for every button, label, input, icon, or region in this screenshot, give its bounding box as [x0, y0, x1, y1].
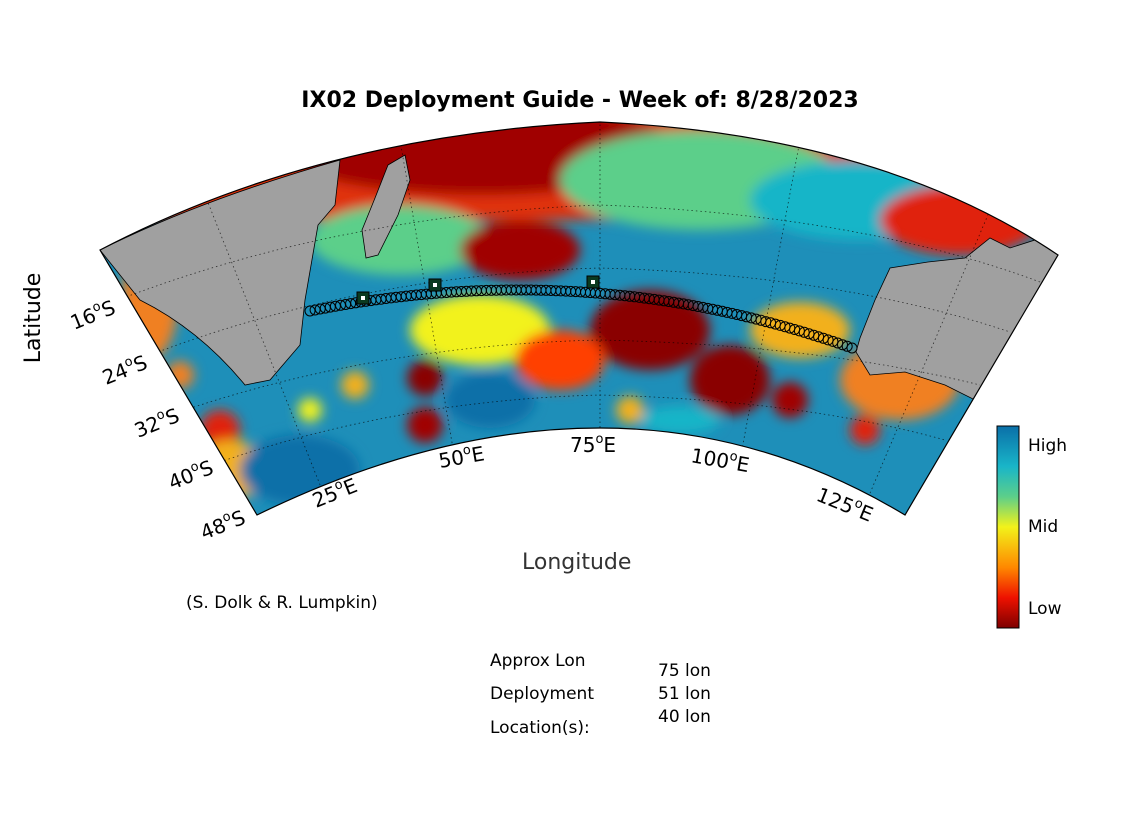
- transect-point: [841, 340, 853, 352]
- colorbar-mid-label: Mid: [1028, 517, 1059, 537]
- transect-point: [822, 334, 834, 346]
- transect-point: [837, 339, 848, 351]
- deployment-label-line: Location(s):: [490, 718, 590, 738]
- lat-tick-label: 40oS: [165, 454, 217, 494]
- lon-tick-label: 100oE: [689, 442, 751, 477]
- transect-track: [304, 284, 858, 354]
- map-field: [100, 122, 1058, 515]
- transect-point: [832, 337, 844, 349]
- deployment-lon-value: 40 lon: [658, 707, 711, 727]
- transect-point: [324, 301, 336, 313]
- madagascar-landmass: [361, 154, 411, 259]
- x-axis-title: Longitude: [522, 550, 632, 575]
- deployment-lon-value: 75 lon: [658, 661, 711, 681]
- deployment-lon-value: 51 lon: [658, 684, 711, 704]
- australia-landmass: [855, 237, 1058, 401]
- lon-tick-label: 50oE: [437, 440, 487, 473]
- deployment-label-line: Approx Lon: [490, 651, 586, 671]
- deployment-label-line: Deployment: [490, 684, 594, 704]
- lat-tick-label: 24oS: [99, 349, 151, 389]
- y-axis-title: Latitude: [21, 273, 46, 364]
- colorbar-low-label: Low: [1028, 599, 1062, 619]
- transect-point: [827, 335, 839, 347]
- transect-point: [846, 342, 858, 354]
- map-frame: [99, 121, 1059, 516]
- africa-landmass: [100, 159, 341, 386]
- credit-text: (S. Dolk & R. Lumpkin): [186, 593, 378, 613]
- map-title: IX02 Deployment Guide - Week of: 8/28/20…: [301, 88, 859, 113]
- transect-point: [304, 305, 316, 317]
- colorbar: [996, 425, 1020, 629]
- transect-point: [309, 304, 321, 316]
- lat-tick-label: 32oS: [131, 402, 183, 442]
- lon-tick-label: 75oE: [570, 432, 616, 457]
- lat-tick-label: 16oS: [67, 294, 119, 334]
- colorbar-high-label: High: [1028, 436, 1068, 456]
- lat-tick-label: 48oS: [197, 504, 249, 544]
- deployment-markers: [356, 275, 600, 305]
